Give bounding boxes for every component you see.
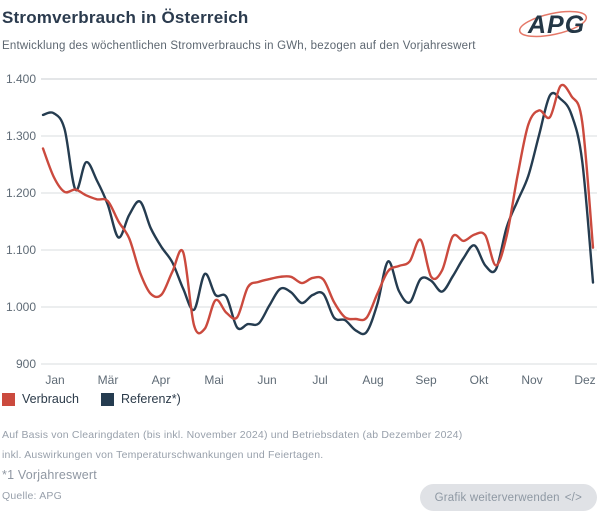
verbrauch-swatch-icon: [2, 392, 15, 406]
logo-text: APG: [527, 11, 585, 39]
referenz-swatch-icon: [100, 392, 114, 406]
legend-label-referenz: Referenz*): [120, 392, 181, 406]
source-label: Quelle: APG: [2, 490, 62, 502]
chart-subtitle: Entwicklung des wöchentlichen Stromverbr…: [2, 40, 476, 52]
y-tick-label: 1.400: [6, 72, 36, 86]
y-tick-label: 1.000: [6, 300, 36, 314]
x-tick-label: Jul: [312, 373, 327, 387]
x-tick-label: Mai: [204, 373, 223, 387]
y-tick-label: 1.100: [6, 243, 36, 257]
apg-logo: APG: [518, 10, 588, 39]
y-tick-label: 900: [16, 357, 36, 371]
verbrauch-line: [41, 83, 595, 335]
footnote-data-basis: Auf Basis von Clearingdaten (bis inkl. N…: [2, 429, 463, 441]
x-tick-label: Okt: [470, 373, 489, 387]
legend-label-verbrauch: Verbrauch: [22, 392, 79, 406]
code-icon: </>: [564, 491, 582, 504]
x-tick-label: Mär: [98, 373, 119, 387]
legend-item-referenz[interactable]: Referenz*): [100, 392, 181, 406]
legend: Verbrauch Referenz*): [2, 392, 181, 406]
x-tick-label: Dez: [574, 373, 595, 387]
logo-swoosh-icon: [518, 10, 588, 38]
x-tick-label: Aug: [362, 373, 383, 387]
reuse-chart-button-label: Grafik weiterverwenden: [434, 491, 560, 504]
footnote-vorjahreswert: *1 Vorjahreswert: [2, 468, 97, 482]
x-tick-label: Jun: [257, 373, 276, 387]
reuse-chart-button[interactable]: Grafik weiterverwenden </>: [419, 484, 597, 511]
y-tick-label: 1.200: [6, 186, 36, 200]
footnote-temperature: inkl. Auswirkungen von Temperaturschwank…: [2, 449, 324, 461]
x-tick-label: Jan: [45, 373, 64, 387]
y-tick-label: 1.300: [6, 129, 36, 143]
x-tick-label: Nov: [521, 373, 542, 387]
x-tick-label: Apr: [152, 373, 171, 387]
x-tick-label: Sep: [415, 373, 437, 387]
referenz-line: [41, 91, 595, 336]
legend-item-verbrauch[interactable]: Verbrauch: [2, 392, 79, 406]
page-title: Stromverbrauch in Österreich: [2, 8, 249, 27]
line-chart: 1.400 1.300 1.200 1.100 1.000 900 Jan Mär Apr Mai…: [6, 72, 597, 387]
